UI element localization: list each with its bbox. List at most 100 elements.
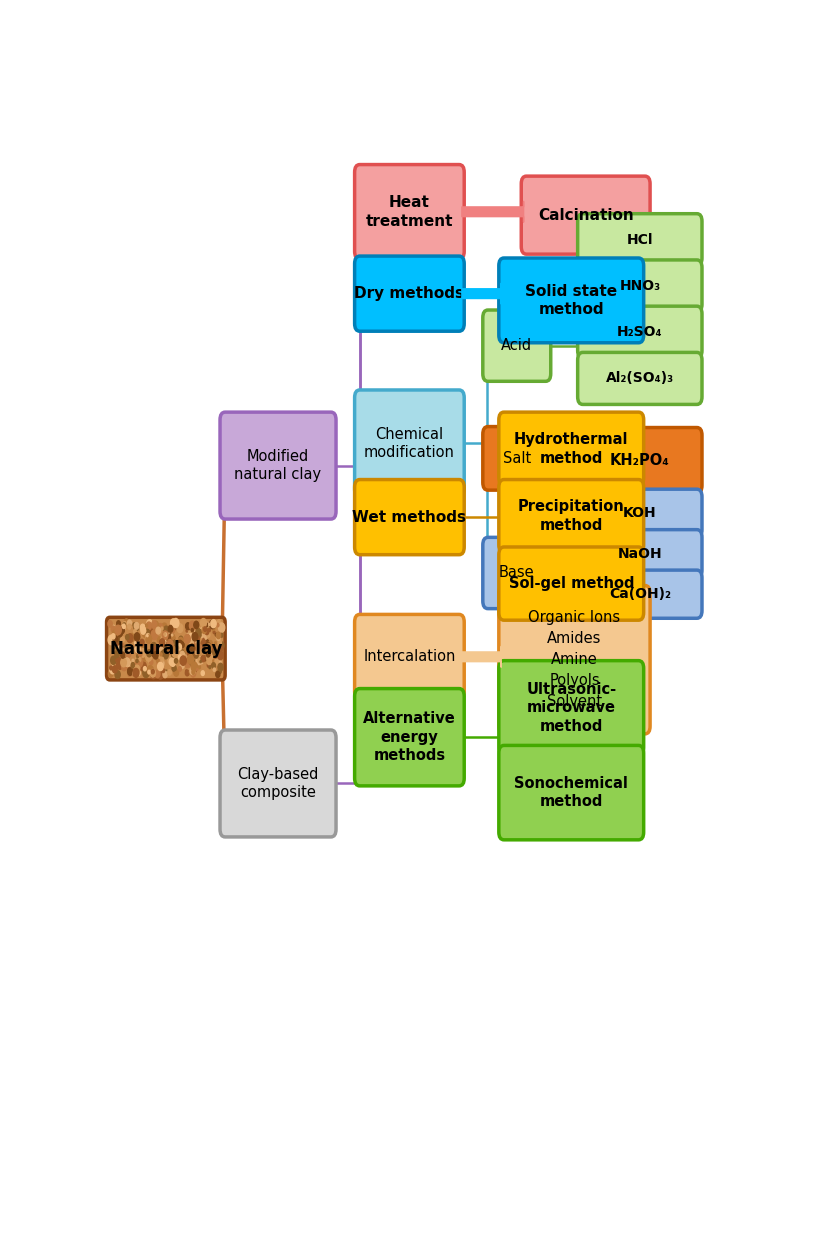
Circle shape: [159, 644, 162, 651]
Circle shape: [192, 646, 195, 651]
Circle shape: [173, 618, 179, 628]
Circle shape: [207, 652, 210, 657]
Circle shape: [196, 663, 197, 666]
Circle shape: [213, 627, 215, 631]
Circle shape: [189, 669, 192, 674]
Circle shape: [177, 647, 179, 649]
Circle shape: [110, 666, 112, 669]
Circle shape: [191, 637, 196, 644]
Text: Wet methods: Wet methods: [352, 509, 466, 524]
Circle shape: [151, 631, 157, 639]
Circle shape: [162, 669, 165, 673]
Circle shape: [146, 634, 148, 637]
Circle shape: [194, 653, 198, 658]
FancyBboxPatch shape: [577, 570, 702, 618]
Circle shape: [134, 623, 139, 629]
Circle shape: [126, 648, 129, 653]
Circle shape: [198, 657, 203, 664]
Circle shape: [209, 649, 212, 652]
Circle shape: [220, 647, 223, 651]
Circle shape: [213, 631, 215, 634]
Text: KH₂PO₄: KH₂PO₄: [610, 453, 670, 468]
Circle shape: [197, 657, 202, 664]
Circle shape: [170, 646, 175, 653]
Circle shape: [129, 648, 131, 649]
Circle shape: [157, 637, 160, 642]
Circle shape: [158, 623, 163, 631]
FancyBboxPatch shape: [355, 688, 464, 786]
Circle shape: [161, 652, 163, 654]
Circle shape: [143, 668, 149, 678]
Circle shape: [217, 634, 220, 641]
Circle shape: [189, 628, 193, 634]
FancyBboxPatch shape: [499, 746, 643, 839]
Circle shape: [115, 634, 122, 643]
Circle shape: [151, 671, 156, 679]
Circle shape: [122, 663, 127, 671]
Circle shape: [149, 629, 155, 638]
Circle shape: [117, 636, 121, 641]
Circle shape: [194, 631, 197, 634]
Circle shape: [185, 649, 191, 658]
Text: Salt: Salt: [503, 450, 531, 465]
Circle shape: [170, 644, 173, 648]
Circle shape: [177, 644, 181, 651]
Circle shape: [203, 638, 204, 641]
Circle shape: [210, 644, 214, 652]
Circle shape: [163, 651, 169, 659]
Circle shape: [174, 658, 178, 663]
Circle shape: [116, 659, 117, 662]
Circle shape: [185, 623, 190, 629]
Circle shape: [157, 669, 164, 679]
Text: Natural clay: Natural clay: [110, 639, 222, 658]
Circle shape: [115, 626, 122, 634]
Circle shape: [121, 658, 127, 667]
Circle shape: [174, 642, 180, 649]
Circle shape: [128, 662, 132, 669]
Circle shape: [188, 661, 189, 663]
Circle shape: [173, 658, 175, 662]
Circle shape: [160, 644, 162, 647]
Circle shape: [221, 633, 223, 637]
Text: Acid: Acid: [501, 338, 533, 353]
Circle shape: [146, 623, 149, 627]
Circle shape: [165, 633, 166, 637]
Circle shape: [183, 653, 184, 656]
Circle shape: [135, 642, 136, 644]
Circle shape: [108, 671, 112, 677]
Circle shape: [201, 641, 206, 648]
Circle shape: [117, 628, 122, 637]
Text: Dry methods: Dry methods: [355, 286, 465, 301]
FancyBboxPatch shape: [483, 427, 551, 490]
Circle shape: [126, 649, 131, 657]
Circle shape: [187, 661, 191, 667]
Circle shape: [189, 644, 194, 651]
Circle shape: [203, 627, 207, 632]
Circle shape: [201, 671, 204, 676]
FancyBboxPatch shape: [577, 428, 702, 493]
Circle shape: [178, 624, 179, 627]
Circle shape: [167, 639, 173, 648]
Circle shape: [108, 620, 112, 627]
FancyBboxPatch shape: [577, 260, 702, 311]
Circle shape: [198, 637, 199, 641]
FancyBboxPatch shape: [483, 538, 551, 609]
Circle shape: [195, 629, 202, 638]
Circle shape: [123, 622, 127, 626]
Circle shape: [146, 636, 151, 643]
Circle shape: [174, 672, 177, 674]
Circle shape: [168, 634, 174, 643]
Circle shape: [122, 643, 124, 646]
Circle shape: [179, 667, 181, 671]
Text: Solid state
method: Solid state method: [525, 284, 617, 318]
Circle shape: [146, 619, 153, 629]
Text: HNO₃: HNO₃: [619, 279, 661, 293]
Circle shape: [185, 671, 189, 676]
Circle shape: [143, 644, 146, 649]
Circle shape: [174, 656, 176, 658]
Circle shape: [192, 671, 195, 674]
Circle shape: [136, 652, 139, 656]
Circle shape: [176, 651, 178, 653]
Circle shape: [110, 667, 114, 673]
FancyBboxPatch shape: [355, 479, 464, 554]
